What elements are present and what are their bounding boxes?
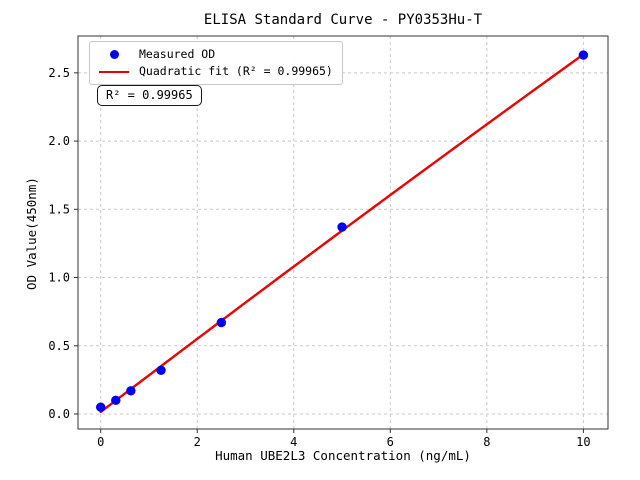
data-point (111, 395, 121, 406)
data-point (156, 365, 166, 376)
legend-item-quadratic-fit: Quadratic fit (R² = 0.99965) (97, 63, 333, 80)
legend: Measured OD Quadratic fit (R² = 0.99965) (89, 41, 343, 85)
data-point (578, 50, 589, 60)
y-tick-label: 2.5 (48, 66, 70, 80)
chart-title: ELISA Standard Curve - PY0353Hu-T (203, 12, 483, 28)
x-tick-label: 10 (576, 435, 590, 449)
data-point (337, 222, 347, 232)
legend-item-measured-od: Measured OD (97, 46, 333, 63)
x-tick-label: 6 (387, 435, 394, 449)
legend-label: Quadratic fit (R² = 0.99965) (139, 64, 333, 78)
y-axis-label: OD Value(450nm) (24, 177, 39, 290)
legend-marker-cell (97, 50, 131, 59)
quadratic-fit-line (99, 53, 585, 414)
data-point (126, 386, 136, 396)
y-tick-label: 2.0 (48, 134, 70, 148)
x-tick-label: 4 (290, 435, 297, 449)
data-point (95, 402, 106, 412)
y-tick-label: 1.0 (48, 271, 70, 285)
red-line-marker-icon (99, 70, 129, 73)
data-point (216, 317, 227, 328)
r-squared-annotation: R² = 0.99965 (97, 85, 202, 106)
plot-spines (77, 35, 609, 430)
x-axis-label: Human UBE2L3 Concentration (ng/mL) (215, 448, 471, 463)
x-tick-label: 2 (194, 435, 201, 449)
legend-label: Measured OD (139, 47, 216, 61)
y-tick-label: 0.5 (48, 339, 70, 353)
x-tick-label: 0 (97, 435, 104, 449)
legend-marker-cell (97, 70, 131, 73)
blue-dot-marker-icon (109, 50, 119, 59)
y-tick-label: 0.0 (48, 407, 70, 421)
y-tick-label: 1.5 (48, 202, 70, 216)
x-tick-label: 8 (483, 435, 490, 449)
